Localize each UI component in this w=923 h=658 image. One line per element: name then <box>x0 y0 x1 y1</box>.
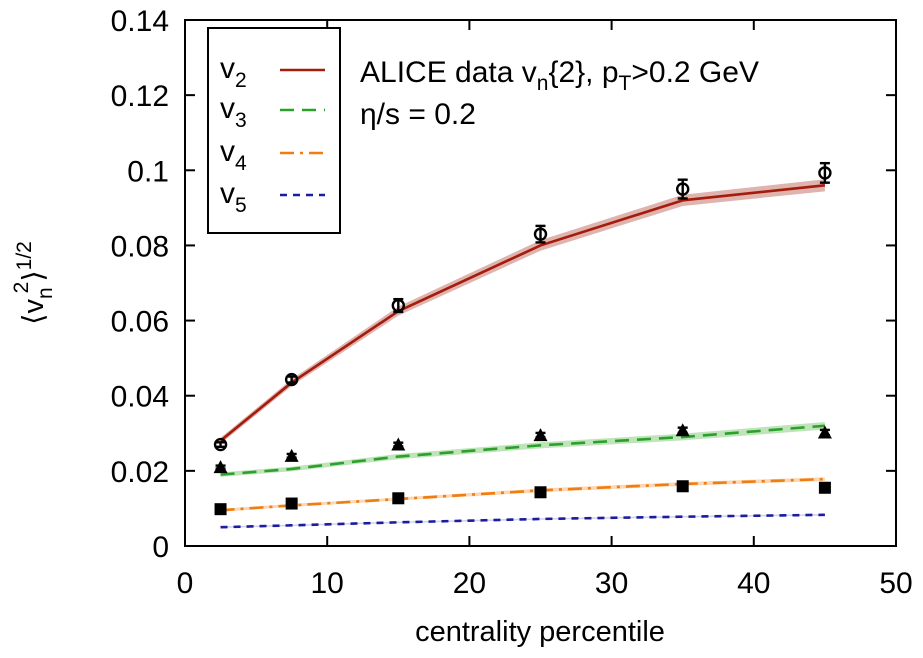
y-tick-label: 0 <box>152 531 169 564</box>
point-circle <box>213 437 228 452</box>
legend-label-v5: v5 <box>220 177 247 217</box>
point-circle <box>284 372 299 387</box>
point-square <box>818 481 831 494</box>
legend-box <box>207 27 341 234</box>
data-points <box>213 161 832 516</box>
y-tick-label: 0.04 <box>111 381 169 414</box>
point-triangle <box>213 460 228 474</box>
point-circle <box>676 182 690 196</box>
plot-frame <box>184 19 897 547</box>
y-tick-label: 0.14 <box>111 5 169 38</box>
y-tick-label: 0.12 <box>111 80 169 113</box>
point-triangle <box>391 437 406 451</box>
x-tick-label: 30 <box>595 567 628 600</box>
point-triangle <box>675 423 690 437</box>
line-v2 <box>219 184 826 442</box>
point-square <box>214 503 227 516</box>
line-v4 <box>220 477 825 512</box>
annotation-line-2: η/s = 0.2 <box>360 98 476 131</box>
point-square <box>676 480 689 493</box>
point-triangle <box>284 448 299 462</box>
x-axis-label: centrality percentile <box>415 616 665 648</box>
point-square <box>534 486 547 499</box>
annotation-line-1: ALICE data vn{2}, pT>0.2 GeV <box>360 56 759 95</box>
point-triangle <box>533 428 548 442</box>
x-tick-label: 40 <box>737 567 770 600</box>
svg-text:⟨vn2⟩1/2: ⟨vn2⟩1/2 <box>10 241 57 325</box>
legend-label-v4: v4 <box>220 135 247 175</box>
point-square <box>285 497 298 510</box>
y-tick-label: 0.06 <box>111 306 169 339</box>
point-circle <box>391 298 405 313</box>
series-lines <box>219 184 826 529</box>
y-tick-label: 0.1 <box>127 155 169 188</box>
x-tick-label: 20 <box>453 567 486 600</box>
band-v3 <box>220 422 825 477</box>
point-circle <box>818 166 832 180</box>
y-axis-label: ⟨vn2⟩1/2 <box>10 241 57 325</box>
point-triangle <box>817 425 832 439</box>
point-circle <box>533 227 548 241</box>
point-square <box>392 492 405 505</box>
x-tick-label: 50 <box>879 567 912 600</box>
band-v5 <box>220 514 825 528</box>
uncertainty-bands <box>220 179 825 528</box>
line-v5 <box>220 513 825 529</box>
legend-label-v2: v2 <box>220 52 247 92</box>
axis-ticks: 0 10 20 30 40 50 0 0.02 0.04 0.06 0.08 0.1 0.12 0.14 <box>111 5 913 600</box>
y-tick-label: 0.08 <box>111 230 169 263</box>
band-v4 <box>220 477 825 512</box>
legend-label-v3: v3 <box>220 92 247 132</box>
x-tick-label: 10 <box>311 567 344 600</box>
y-tick-label: 0.02 <box>111 456 169 489</box>
x-tick-label: 0 <box>177 567 194 600</box>
line-v3 <box>220 424 826 476</box>
